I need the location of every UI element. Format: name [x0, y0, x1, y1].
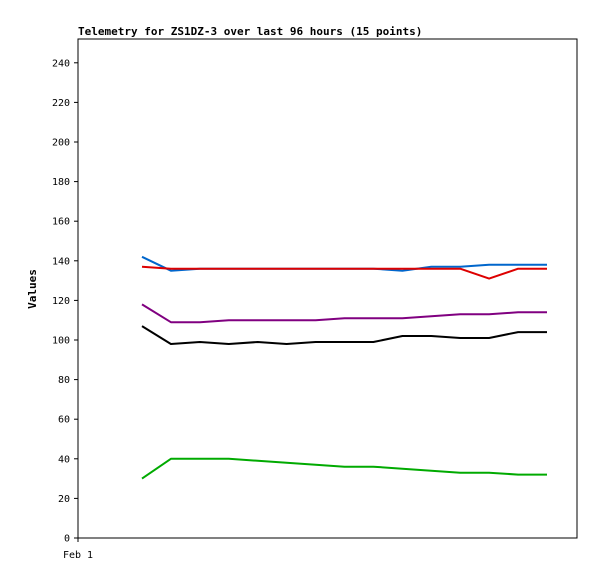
- y-tick-label: 100: [52, 336, 70, 347]
- y-tick-label: 40: [58, 454, 70, 465]
- y-tick-label: 120: [52, 296, 70, 307]
- series-line-5: [141, 457, 547, 480]
- y-tick-label: 140: [52, 256, 70, 267]
- y-tick-label: 220: [52, 98, 70, 109]
- series-line-4: [141, 325, 547, 345]
- x-axis-ticks: Feb 1: [63, 538, 93, 561]
- chart-title: Telemetry for ZS1DZ-3 over last 96 hours…: [78, 25, 422, 38]
- series-lines: [141, 255, 547, 480]
- plot-frame: [77, 38, 578, 539]
- y-tick-label: 80: [58, 375, 70, 386]
- y-tick-label: 160: [52, 217, 70, 228]
- y-tick-label: 20: [58, 494, 70, 505]
- y-tick-label: 0: [64, 534, 70, 545]
- y-tick-label: 60: [58, 415, 70, 426]
- series-line-3: [141, 303, 547, 324]
- y-tick-label: 240: [52, 58, 70, 69]
- y-axis-label: Values: [26, 269, 39, 309]
- x-tick-label: Feb 1: [63, 550, 93, 561]
- y-tick-label: 180: [52, 177, 70, 188]
- y-tick-label: 200: [52, 138, 70, 149]
- series-line-2: [141, 265, 547, 280]
- y-axis-ticks: 0 20 40 60 80 100 120 140 160 180 200 220 240: [52, 58, 78, 545]
